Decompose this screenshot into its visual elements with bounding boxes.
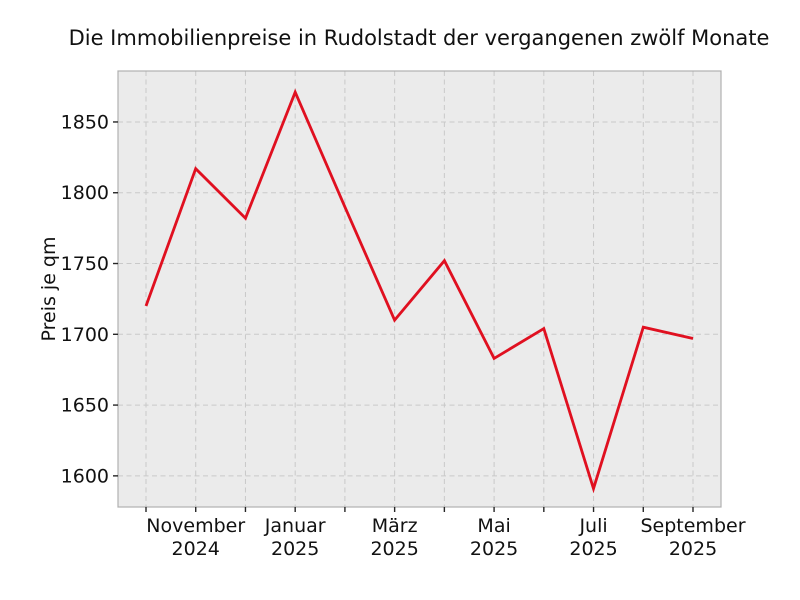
plot-frame: [117, 70, 722, 508]
axis-ticks: [113, 121, 694, 512]
price-line: [144, 88, 694, 494]
price-line-series: [144, 88, 694, 494]
y-tick-label: 1850: [61, 111, 109, 133]
y-tick-label: 1650: [61, 395, 109, 417]
y-tick-label: 1800: [61, 182, 109, 204]
x-tick-label: Mai 2025: [470, 515, 518, 560]
x-tick-label: Juli 2025: [569, 515, 617, 560]
y-tick-label: 1600: [61, 465, 109, 487]
y-tick-label: 1700: [61, 324, 109, 346]
y-tick-label: 1750: [61, 253, 109, 275]
chart-title: Die Immobilienpreise in Rudolstadt der v…: [69, 26, 770, 50]
x-tick-label: September 2025: [640, 515, 745, 560]
x-tick-label: März 2025: [370, 515, 418, 560]
x-tick-label: November 2024: [146, 515, 245, 560]
axis-tick-labels: 1600 1650 1700 1750 1800 1850 November 2024 Janu…: [61, 111, 746, 560]
y-axis-label: Preis je qm: [38, 236, 60, 341]
x-tick-label: Januar 2025: [264, 515, 326, 560]
axes-frame: [117, 70, 722, 508]
grid-lines: [118, 71, 721, 507]
